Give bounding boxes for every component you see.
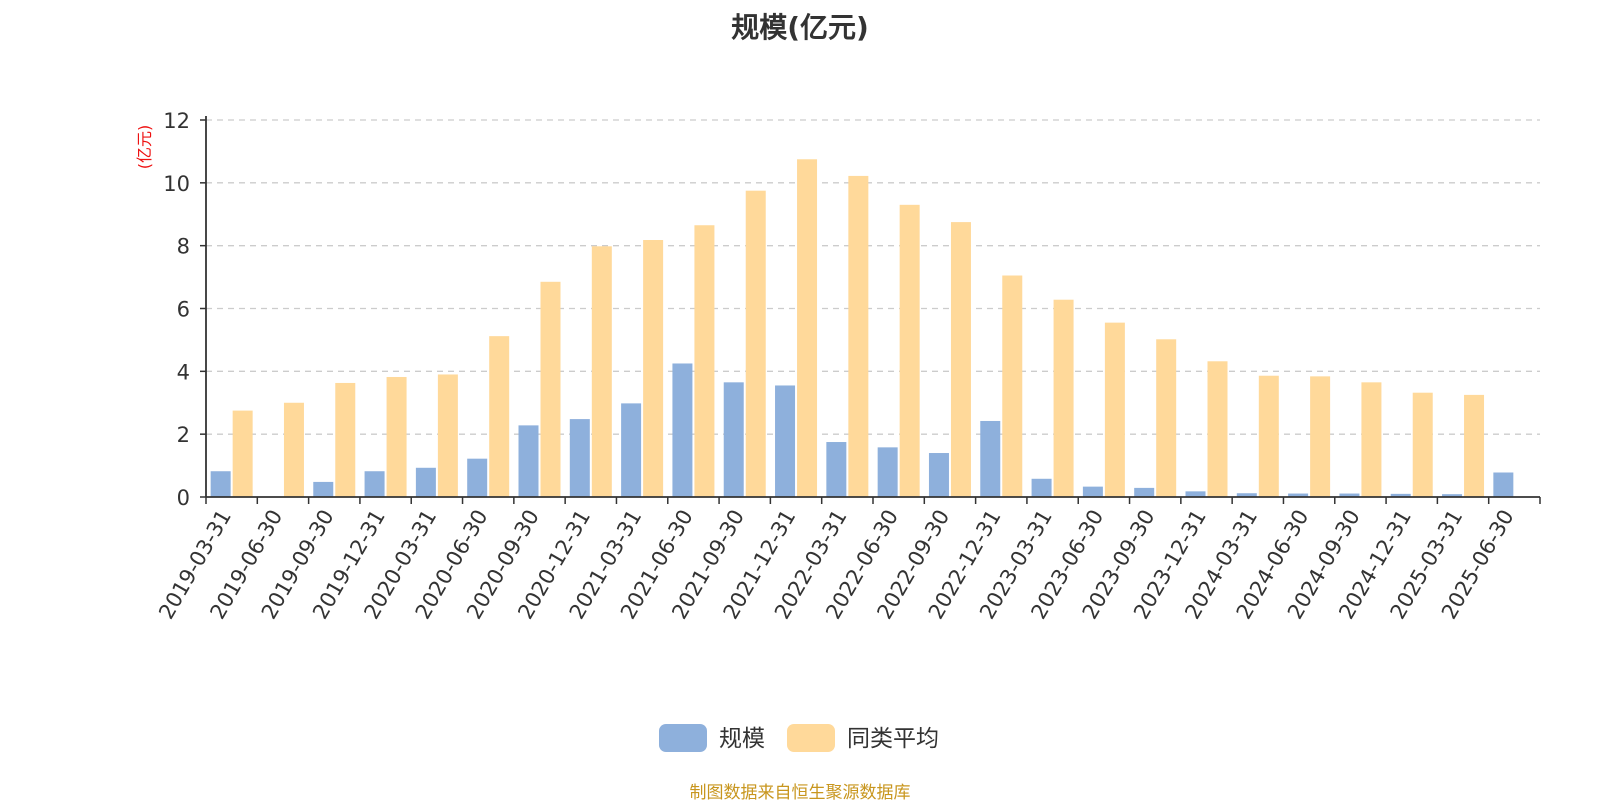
bar-peer-average [489, 336, 510, 497]
bar-peer-average [591, 246, 612, 497]
bar-peer-average [1156, 339, 1177, 497]
y-tick-labels: 0 2 4 6 8 10 12 [163, 109, 190, 510]
bar-peer-average [1002, 275, 1023, 497]
bar-peer-average [950, 222, 971, 497]
y-tick-label: 12 [163, 109, 190, 133]
y-tick-label: 0 [177, 486, 190, 510]
bar-scale [313, 481, 334, 497]
bar-scale [723, 382, 744, 497]
legend-item-peer-average[interactable]: 同类平均 [787, 724, 939, 752]
x-tick-labels: 2019-03-312019-06-302019-09-302019-12-31… [154, 506, 1519, 624]
bar-peer-average [232, 410, 253, 497]
source-note: 制图数据来自恒生聚源数据库 [689, 783, 911, 803]
y-tick-label: 8 [177, 235, 190, 259]
bar-peer-average [1104, 322, 1125, 497]
bar-peer-average [797, 159, 818, 498]
y-tick-label: 2 [177, 423, 190, 447]
legend-swatch [659, 724, 707, 752]
bar-peer-average [694, 225, 715, 497]
bar-peer-average [1310, 376, 1331, 497]
y-tick-label: 10 [163, 172, 190, 196]
bar-scale [826, 442, 847, 497]
bar-scale [364, 471, 385, 497]
bar-scale [210, 471, 231, 497]
bar-scale [1288, 493, 1309, 497]
bar-scale [415, 467, 436, 497]
bar-scale [775, 385, 796, 497]
bar-scale [467, 458, 488, 497]
bar-scale [1236, 493, 1257, 497]
bar-peer-average [745, 190, 766, 497]
bar-peer-average [437, 374, 458, 497]
bar-scale [621, 403, 642, 497]
bar-scale [1082, 486, 1103, 497]
y-tick-label: 4 [177, 360, 190, 384]
bar-scale [980, 420, 1001, 497]
chart-title: 规模(亿元) [731, 11, 869, 44]
bar-peer-average [283, 402, 304, 497]
grid-lines [206, 119, 1540, 435]
bar-scale [1493, 472, 1514, 497]
bar-peer-average [1464, 394, 1485, 497]
bar-peer-average [386, 376, 407, 497]
bar-scale [518, 425, 539, 497]
y-axis-unit-label: (亿元) [135, 125, 154, 170]
legend-item-scale[interactable]: 规模 [659, 724, 765, 752]
bar-peer-average [643, 240, 664, 498]
bar-scale [1134, 487, 1155, 497]
bar-scale [672, 363, 693, 497]
bar-scale [877, 447, 898, 497]
axes [200, 116, 1541, 504]
legend: 规模 同类平均 [659, 724, 939, 752]
bar-peer-average [1361, 382, 1382, 497]
bar-scale [1185, 491, 1206, 497]
bar-peer-average [1412, 392, 1433, 497]
bar-scale [1390, 493, 1411, 497]
bar-peer-average [335, 382, 356, 497]
bar-peer-average [1053, 299, 1074, 497]
bar-peer-average [899, 204, 920, 497]
legend-label: 同类平均 [847, 726, 939, 752]
bar-peer-average [540, 281, 561, 497]
bar-scale [928, 453, 949, 497]
legend-label: 规模 [719, 726, 765, 752]
bar-scale [1339, 493, 1360, 497]
bar-peer-average [1207, 361, 1228, 497]
bar-scale [1442, 494, 1463, 497]
legend-swatch [787, 724, 835, 752]
bars [210, 159, 1514, 498]
bar-peer-average [848, 175, 869, 497]
bar-peer-average [1258, 375, 1279, 497]
bar-scale [569, 419, 590, 497]
y-tick-label: 6 [177, 298, 190, 322]
bar-scale [1031, 478, 1052, 497]
